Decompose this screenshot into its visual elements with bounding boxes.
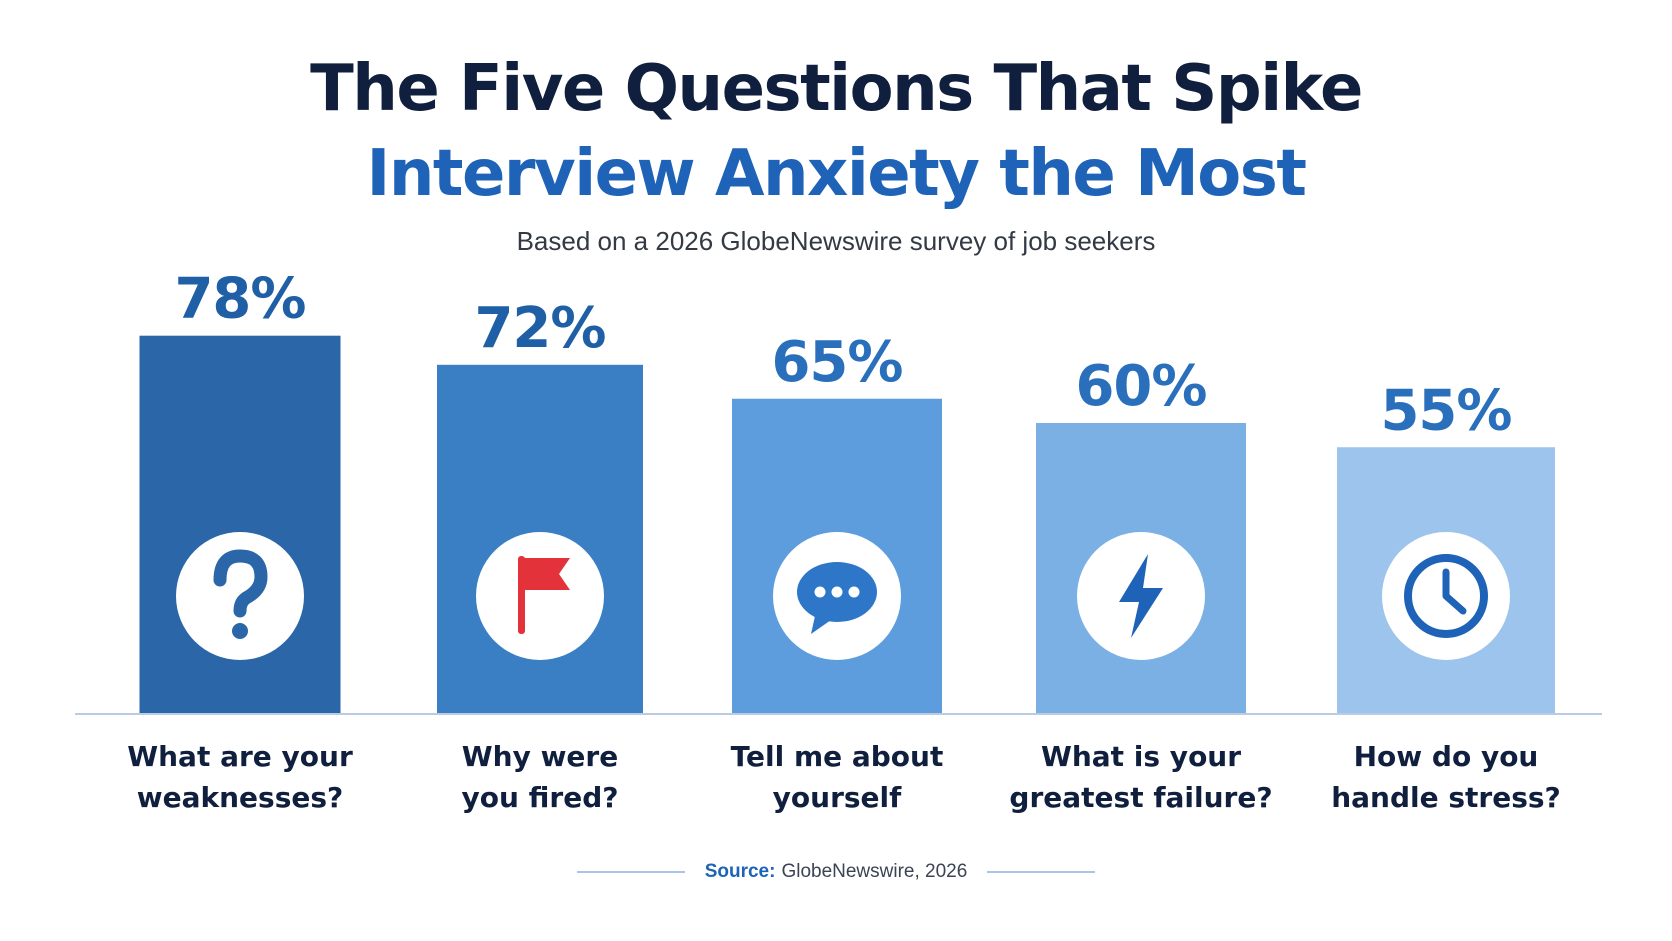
category-label-5-line-2: handle stress?: [1331, 781, 1561, 814]
value-label-3: 65%: [771, 330, 902, 395]
flag-icon: [476, 532, 604, 660]
source-rule-right: [987, 871, 1096, 873]
source-label: Source:: [704, 861, 776, 882]
value-label-2: 72%: [474, 296, 605, 361]
question-icon: [176, 532, 304, 660]
category-label-4-line-1: What is your: [1041, 740, 1241, 773]
category-label-5-line-1: How do you: [1354, 740, 1539, 773]
category-label-4-line-2: greatest failure?: [1009, 781, 1272, 814]
chat-bubble-icon: [773, 532, 901, 660]
chart-title-line-2: Interview Anxiety the Most: [366, 137, 1307, 211]
source-text: GlobeNewswire, 2026: [781, 861, 968, 882]
category-label-3-line-2: yourself: [773, 781, 902, 814]
value-label-4: 60%: [1075, 354, 1206, 419]
category-label-2-line-2: you fired?: [461, 781, 618, 814]
chart-title-line-1: The Five Questions That Spike: [310, 52, 1363, 126]
clock-icon: [1382, 532, 1510, 660]
category-label-2-line-1: Why were: [462, 740, 618, 773]
value-label-5: 55%: [1380, 378, 1511, 443]
chart-subtitle: Based on a 2026 GlobeNewswire survey of …: [516, 226, 1156, 256]
source-line: Source: GlobeNewswire, 2026: [0, 861, 1672, 883]
lightning-icon: [1077, 532, 1205, 660]
category-label-3-line-1: Tell me about: [731, 740, 944, 773]
category-label-1-line-1: What are your: [127, 740, 353, 773]
source-rule-left: [576, 871, 685, 873]
value-label-1: 78%: [174, 267, 305, 332]
category-label-1-line-2: weaknesses?: [137, 781, 344, 814]
